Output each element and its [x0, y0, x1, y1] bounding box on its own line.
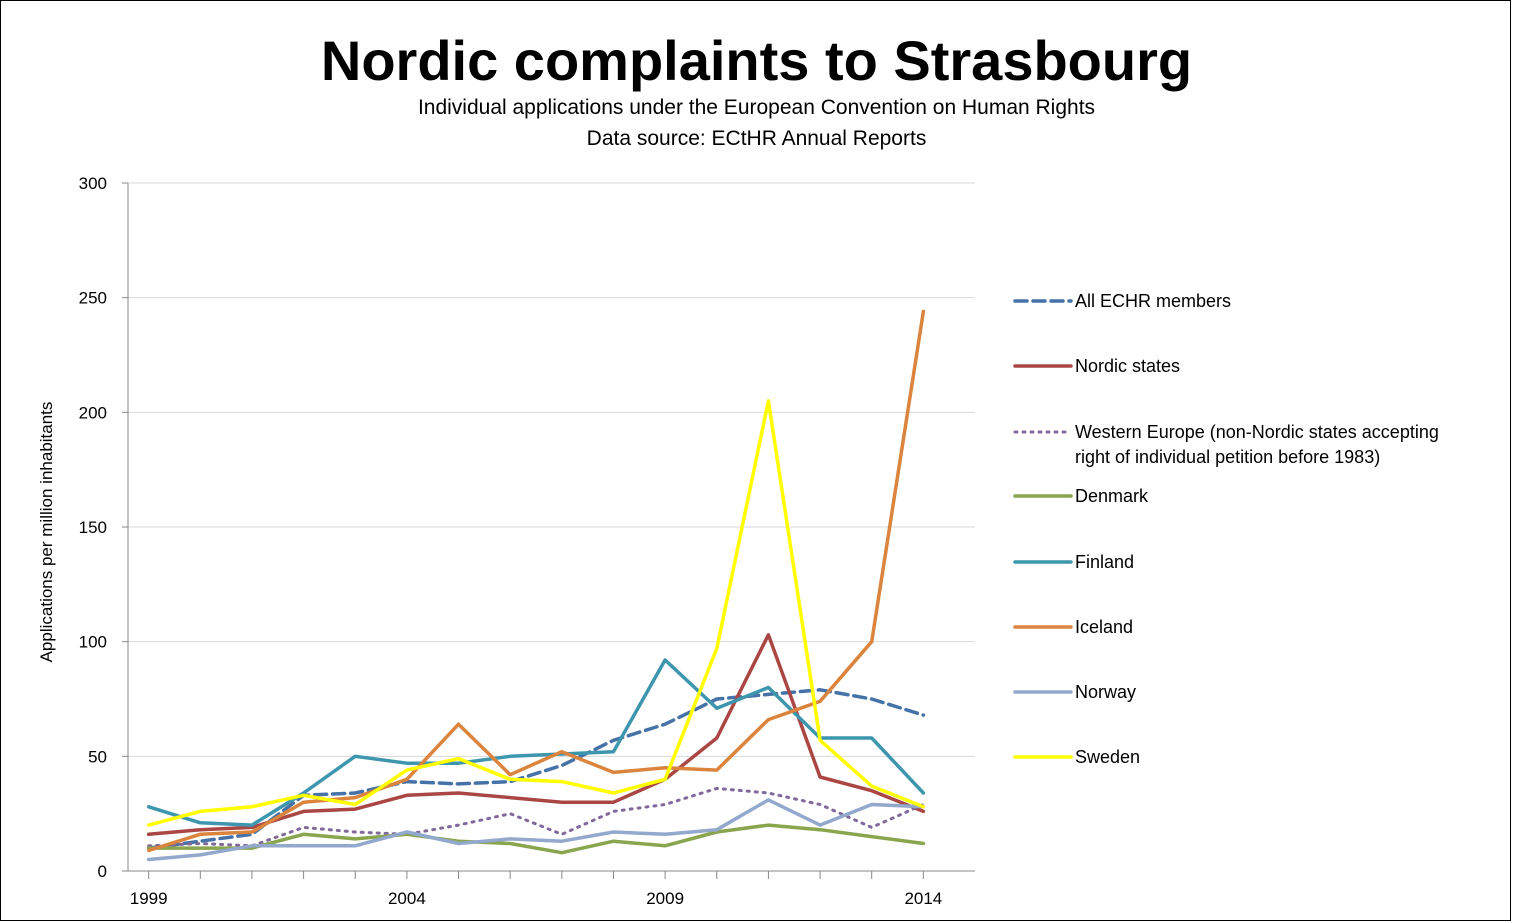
chart-data-source: Data source: ECtHR Annual Reports	[586, 127, 927, 150]
legend-label: Nordic states	[1075, 356, 1180, 376]
gridlines	[128, 182, 975, 757]
series-lines	[146, 309, 926, 862]
x-tick-label: 2009	[646, 889, 684, 908]
chart-subtitle: Individual applications under the Europe…	[417, 96, 1096, 119]
series-line-finland	[146, 658, 926, 827]
y-tick-label: 200	[79, 403, 107, 422]
series-line-denmark	[146, 823, 926, 855]
legend-label: right of individual petition before 1983…	[1075, 447, 1380, 467]
series-line-western	[147, 786, 925, 848]
legend-label: Norway	[1075, 682, 1136, 702]
series-line-norway	[146, 798, 926, 862]
legend-label: Western Europe (non-Nordic states accept…	[1075, 422, 1439, 442]
legend-label: Finland	[1075, 552, 1134, 572]
y-axis-title: Applications per million inhabitants	[37, 402, 56, 663]
y-axis-ticks: 0 50 100 150 200 250 300	[79, 174, 128, 881]
y-tick-label: 100	[79, 633, 107, 652]
chart-title: Nordic complaints to Strasbourg	[320, 29, 1193, 92]
y-tick-label: 250	[79, 289, 107, 308]
x-tick-label: 2004	[388, 889, 426, 908]
y-tick-label: 50	[88, 747, 107, 766]
legend: All ECHR members Nordic states Western Eur…	[1013, 291, 1439, 767]
legend-label: Sweden	[1075, 747, 1140, 767]
series-line-all	[146, 688, 926, 850]
legend-label: All ECHR members	[1075, 291, 1231, 311]
x-tick-label: 1999	[130, 889, 168, 908]
series-line-sweden	[146, 399, 926, 827]
x-tick-label: 2014	[904, 889, 942, 908]
series-line-iceland	[146, 309, 926, 853]
x-axis-ticks: 1999 2004 2009 2014	[130, 871, 942, 908]
y-tick-label: 300	[79, 174, 107, 193]
legend-label: Denmark	[1075, 486, 1149, 506]
y-tick-label: 150	[79, 518, 107, 537]
legend-label: Iceland	[1075, 617, 1133, 637]
y-tick-label: 0	[98, 862, 107, 881]
series-line-nordic	[146, 633, 926, 837]
